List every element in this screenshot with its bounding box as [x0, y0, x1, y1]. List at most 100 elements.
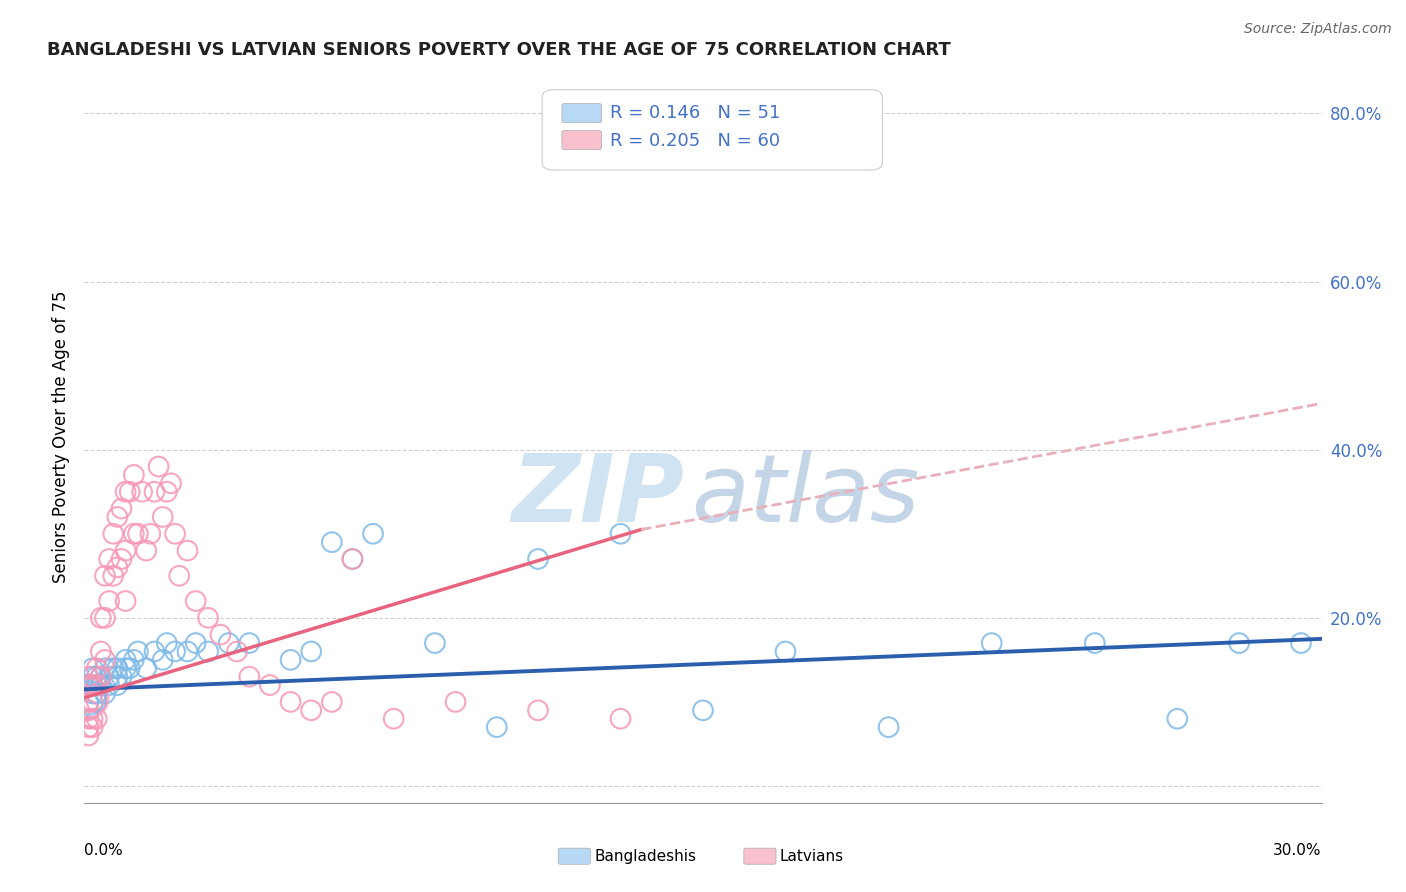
Point [82, 670, 104, 684]
Point [86, 686, 108, 700]
Point [122, 653, 145, 667]
Point [77, 670, 100, 684]
Point [118, 484, 141, 499]
Point [609, 526, 631, 541]
Text: Bangladeshis: Bangladeshis [595, 848, 696, 863]
Point [156, 636, 179, 650]
Point [110, 552, 132, 566]
Point [176, 644, 198, 658]
Point [77, 678, 100, 692]
Point [127, 526, 149, 541]
Point [114, 653, 136, 667]
Point [342, 552, 364, 566]
Point [86, 712, 108, 726]
Point [444, 695, 467, 709]
Point [197, 644, 219, 658]
Point [98, 594, 121, 608]
Point [77, 703, 100, 717]
Point [90, 611, 112, 625]
Point [103, 661, 125, 675]
Point [361, 526, 384, 541]
Point [103, 569, 125, 583]
Point [82, 695, 104, 709]
Text: Source: ZipAtlas.com: Source: ZipAtlas.com [1244, 22, 1392, 37]
Point [77, 690, 100, 705]
Point [127, 644, 149, 658]
Point [98, 670, 121, 684]
Text: 0.0%: 0.0% [84, 843, 124, 858]
Point [94, 653, 117, 667]
Point [156, 484, 179, 499]
Text: Latvians: Latvians [780, 848, 844, 863]
Point [98, 552, 121, 566]
Point [114, 484, 136, 499]
Point [105, 661, 128, 675]
Point [118, 661, 141, 675]
Point [131, 484, 153, 499]
Point [184, 594, 207, 608]
Point [86, 670, 108, 684]
FancyBboxPatch shape [562, 130, 602, 150]
Point [1084, 636, 1107, 650]
Point [135, 543, 157, 558]
Point [90, 670, 112, 684]
Point [105, 678, 128, 692]
Point [692, 703, 714, 717]
Point [527, 703, 550, 717]
Point [152, 510, 174, 524]
Text: 30.0%: 30.0% [1274, 843, 1322, 858]
Point [321, 695, 343, 709]
Point [197, 611, 219, 625]
Point [209, 627, 232, 641]
Point [342, 552, 364, 566]
Point [152, 653, 174, 667]
Point [259, 678, 281, 692]
Point [86, 678, 108, 692]
Point [122, 467, 145, 482]
Point [184, 636, 207, 650]
Point [609, 712, 631, 726]
Point [382, 712, 405, 726]
Point [82, 678, 104, 692]
Point [110, 501, 132, 516]
Point [90, 678, 112, 692]
FancyBboxPatch shape [562, 103, 602, 122]
Point [114, 594, 136, 608]
Point [90, 644, 112, 658]
Point [238, 636, 260, 650]
Point [1227, 636, 1250, 650]
Point [143, 484, 166, 499]
Point [139, 526, 162, 541]
Point [176, 543, 198, 558]
Point [135, 661, 157, 675]
Point [82, 686, 104, 700]
Point [877, 720, 900, 734]
Point [114, 543, 136, 558]
Point [110, 670, 132, 684]
Text: ZIP: ZIP [512, 450, 685, 541]
Point [148, 459, 170, 474]
Text: R = 0.146   N = 51: R = 0.146 N = 51 [610, 104, 780, 122]
Y-axis label: Seniors Poverty Over the Age of 75: Seniors Poverty Over the Age of 75 [52, 291, 70, 583]
Point [86, 695, 108, 709]
Point [238, 670, 260, 684]
Point [105, 510, 128, 524]
Point [90, 670, 112, 684]
Point [94, 611, 117, 625]
FancyBboxPatch shape [543, 90, 883, 170]
Point [321, 535, 343, 549]
Point [775, 644, 797, 658]
Point [160, 476, 183, 491]
Point [122, 526, 145, 541]
Point [105, 560, 128, 574]
Point [280, 695, 302, 709]
FancyBboxPatch shape [744, 848, 776, 864]
Point [165, 644, 187, 658]
Point [143, 644, 166, 658]
Point [94, 686, 117, 700]
Point [226, 644, 249, 658]
Point [94, 661, 117, 675]
Point [980, 636, 1002, 650]
Point [1289, 636, 1312, 650]
Point [485, 720, 508, 734]
